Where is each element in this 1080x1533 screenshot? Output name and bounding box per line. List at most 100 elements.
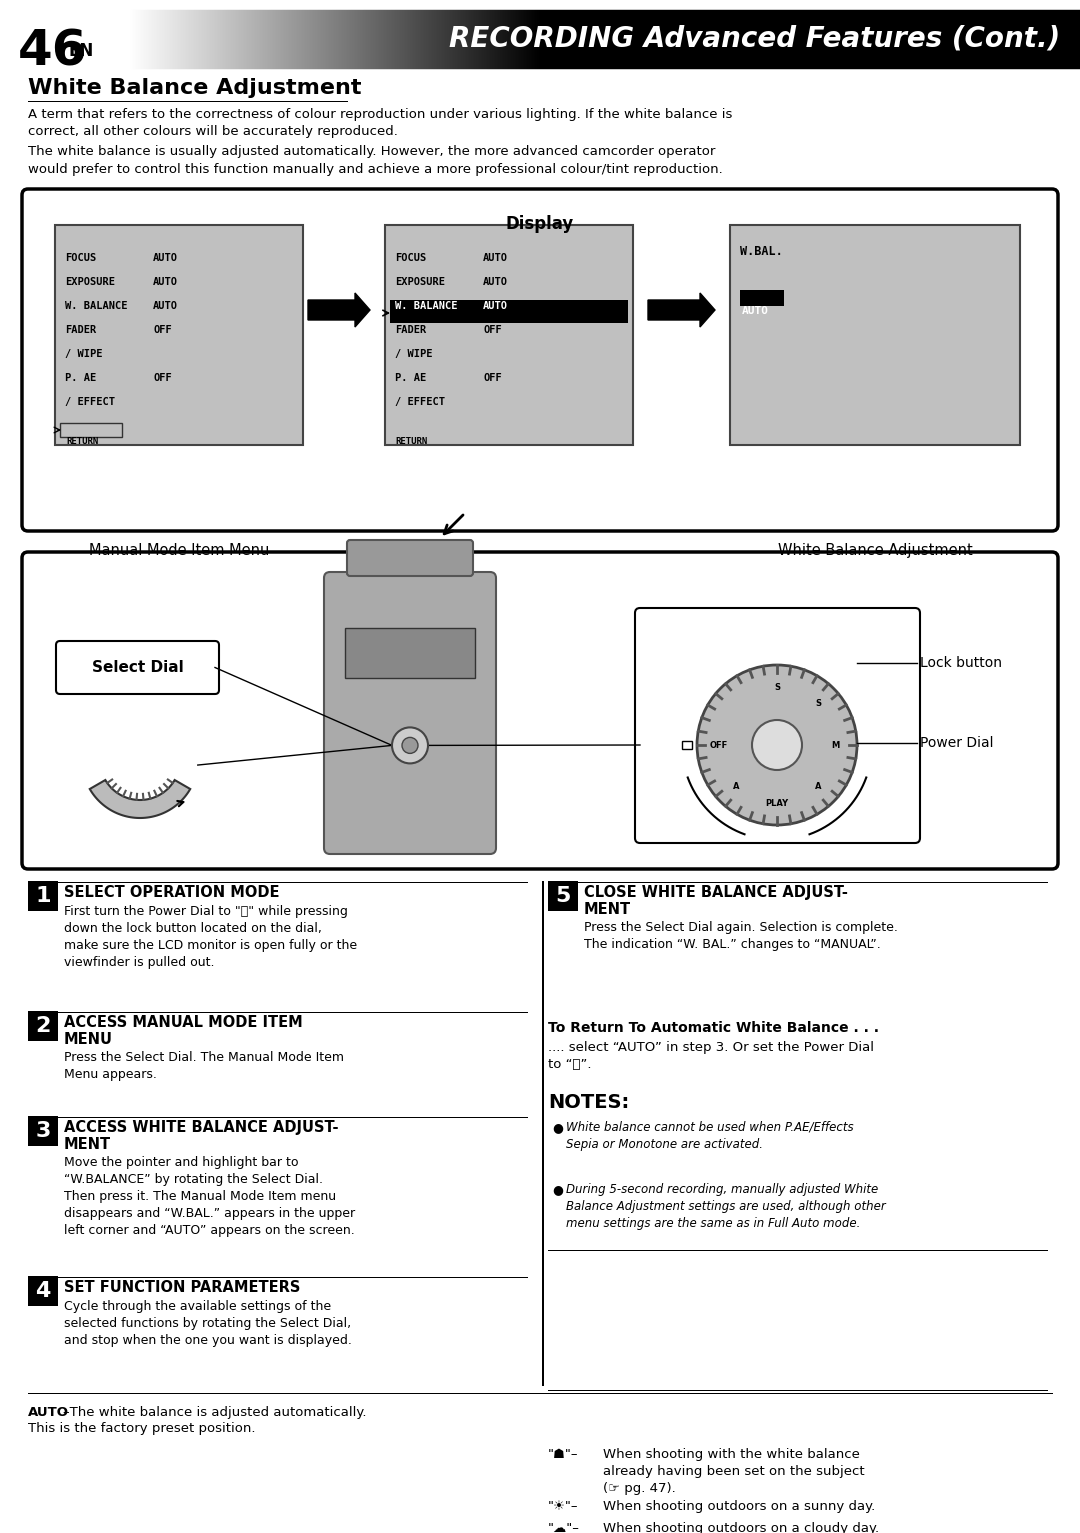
Text: P. AE: P. AE bbox=[65, 373, 96, 383]
Bar bbox=[681, 740, 692, 750]
Bar bbox=[542, 881, 543, 1386]
Bar bbox=[740, 290, 784, 307]
Bar bbox=[548, 881, 578, 911]
Text: Display: Display bbox=[505, 215, 575, 233]
Text: 3: 3 bbox=[36, 1121, 51, 1141]
Bar bbox=[28, 1116, 58, 1147]
Text: When shooting with the white balance
already having been set on the subject
(☞ p: When shooting with the white balance alr… bbox=[603, 1449, 865, 1495]
Text: 1: 1 bbox=[36, 886, 51, 906]
Circle shape bbox=[392, 727, 428, 763]
Text: / EFFECT: / EFFECT bbox=[395, 397, 445, 406]
Text: –The white balance is adjusted automatically.: –The white balance is adjusted automatic… bbox=[63, 1406, 366, 1420]
Bar bbox=[384, 225, 633, 445]
Text: FADER: FADER bbox=[395, 325, 427, 336]
Text: W.BAL.: W.BAL. bbox=[740, 245, 783, 258]
Bar bbox=[28, 881, 58, 911]
Text: .... select “AUTO” in step 3. Or set the Power Dial
to “Ⓐ”.: .... select “AUTO” in step 3. Or set the… bbox=[548, 1041, 874, 1072]
Text: RETURN: RETURN bbox=[395, 437, 428, 446]
Text: Cycle through the available settings of the
selected functions by rotating the S: Cycle through the available settings of … bbox=[64, 1300, 352, 1348]
Bar bbox=[390, 300, 627, 323]
Text: SET FUNCTION PARAMETERS: SET FUNCTION PARAMETERS bbox=[64, 1280, 300, 1295]
Text: Select Dial: Select Dial bbox=[92, 661, 184, 675]
Text: EXPOSURE: EXPOSURE bbox=[395, 277, 445, 287]
Text: AUTO: AUTO bbox=[483, 300, 508, 311]
Text: Press the Select Dial again. Selection is complete.
The indication “W. BAL.” cha: Press the Select Dial again. Selection i… bbox=[584, 921, 897, 950]
Text: A: A bbox=[732, 782, 739, 791]
Text: First turn the Power Dial to "ⓜ" while pressing
down the lock button located on : First turn the Power Dial to "ⓜ" while p… bbox=[64, 904, 357, 969]
Text: White Balance Adjustment: White Balance Adjustment bbox=[778, 543, 972, 558]
Text: AUTO: AUTO bbox=[28, 1406, 69, 1420]
Text: / EFFECT: / EFFECT bbox=[65, 397, 114, 406]
Text: AUTO: AUTO bbox=[153, 300, 178, 311]
Text: AUTO: AUTO bbox=[483, 253, 508, 264]
Bar bbox=[60, 423, 122, 437]
FancyBboxPatch shape bbox=[22, 552, 1058, 869]
Text: EXPOSURE: EXPOSURE bbox=[65, 277, 114, 287]
Text: ACCESS MANUAL MODE ITEM
MENU: ACCESS MANUAL MODE ITEM MENU bbox=[64, 1015, 302, 1047]
Text: RETURN: RETURN bbox=[66, 437, 98, 446]
Bar bbox=[345, 629, 475, 678]
FancyArrow shape bbox=[308, 293, 370, 327]
Text: "☗"–: "☗"– bbox=[548, 1449, 579, 1461]
Text: When shooting outdoors on a cloudy day.: When shooting outdoors on a cloudy day. bbox=[603, 1522, 879, 1533]
Text: FADER: FADER bbox=[65, 325, 96, 336]
FancyBboxPatch shape bbox=[324, 572, 496, 854]
Text: 2: 2 bbox=[36, 1016, 51, 1036]
Text: RECORDING Advanced Features (Cont.): RECORDING Advanced Features (Cont.) bbox=[449, 25, 1059, 54]
Bar bbox=[55, 225, 303, 445]
Text: White balance cannot be used when P.AE/Effects
Sepia or Monotone are activated.: White balance cannot be used when P.AE/E… bbox=[566, 1121, 853, 1151]
Text: W. BALANCE: W. BALANCE bbox=[65, 300, 127, 311]
Bar bbox=[730, 225, 1020, 445]
Text: 46: 46 bbox=[18, 28, 87, 75]
Text: FOCUS: FOCUS bbox=[395, 253, 427, 264]
Text: A: A bbox=[814, 782, 821, 791]
Text: CLOSE WHITE BALANCE ADJUST-
MENT: CLOSE WHITE BALANCE ADJUST- MENT bbox=[584, 885, 848, 917]
Text: When shooting outdoors on a sunny day.: When shooting outdoors on a sunny day. bbox=[603, 1499, 875, 1513]
Text: S: S bbox=[815, 699, 821, 708]
FancyBboxPatch shape bbox=[347, 540, 473, 576]
Text: "☁"–: "☁"– bbox=[548, 1522, 580, 1533]
Circle shape bbox=[752, 721, 802, 770]
Text: SELECT OPERATION MODE: SELECT OPERATION MODE bbox=[64, 885, 280, 900]
Text: Lock button: Lock button bbox=[920, 656, 1002, 670]
Text: AUTO: AUTO bbox=[483, 277, 508, 287]
Text: During 5-second recording, manually adjusted White
Balance Adjustment settings a: During 5-second recording, manually adju… bbox=[566, 1183, 886, 1229]
Text: EN: EN bbox=[68, 41, 93, 60]
Text: / WIPE: / WIPE bbox=[395, 350, 432, 359]
FancyArrow shape bbox=[648, 293, 715, 327]
Text: White Balance Adjustment: White Balance Adjustment bbox=[28, 78, 362, 98]
FancyBboxPatch shape bbox=[22, 189, 1058, 530]
Text: M: M bbox=[831, 740, 839, 750]
Text: W. BALANCE: W. BALANCE bbox=[395, 300, 458, 311]
Text: OFF: OFF bbox=[483, 325, 502, 336]
Text: Manual Mode Item Menu: Manual Mode Item Menu bbox=[89, 543, 269, 558]
Text: OFF: OFF bbox=[153, 325, 172, 336]
Text: ACCESS WHITE BALANCE ADJUST-
MENT: ACCESS WHITE BALANCE ADJUST- MENT bbox=[64, 1121, 338, 1153]
Text: AUTO: AUTO bbox=[153, 277, 178, 287]
Polygon shape bbox=[90, 780, 190, 819]
Text: OFF: OFF bbox=[153, 373, 172, 383]
FancyBboxPatch shape bbox=[635, 609, 920, 843]
Text: This is the factory preset position.: This is the factory preset position. bbox=[28, 1423, 256, 1435]
Text: To Return To Automatic White Balance . . .: To Return To Automatic White Balance . .… bbox=[548, 1021, 879, 1035]
Bar bbox=[28, 1010, 58, 1041]
Text: / WIPE: / WIPE bbox=[65, 350, 103, 359]
Text: AUTO: AUTO bbox=[153, 253, 178, 264]
Text: Move the pointer and highlight bar to
“W.BALANCE” by rotating the Select Dial.
T: Move the pointer and highlight bar to “W… bbox=[64, 1156, 355, 1237]
Text: The white balance is usually adjusted automatically. However, the more advanced : The white balance is usually adjusted au… bbox=[28, 146, 723, 175]
Text: PLAY: PLAY bbox=[766, 799, 788, 808]
Text: AUTO: AUTO bbox=[742, 307, 769, 316]
Text: Power Dial: Power Dial bbox=[920, 736, 994, 750]
Text: NOTES:: NOTES: bbox=[548, 1093, 630, 1111]
Text: "☀"–: "☀"– bbox=[548, 1499, 579, 1513]
Text: ●: ● bbox=[552, 1121, 563, 1134]
Circle shape bbox=[402, 737, 418, 753]
Text: 5: 5 bbox=[555, 886, 570, 906]
Text: OFF: OFF bbox=[710, 740, 728, 750]
Text: ●: ● bbox=[552, 1183, 563, 1196]
Text: FOCUS: FOCUS bbox=[65, 253, 96, 264]
Bar bbox=[28, 1275, 58, 1306]
Text: P. AE: P. AE bbox=[395, 373, 427, 383]
FancyBboxPatch shape bbox=[56, 641, 219, 694]
Text: A term that refers to the correctness of colour reproduction under various light: A term that refers to the correctness of… bbox=[28, 107, 732, 138]
